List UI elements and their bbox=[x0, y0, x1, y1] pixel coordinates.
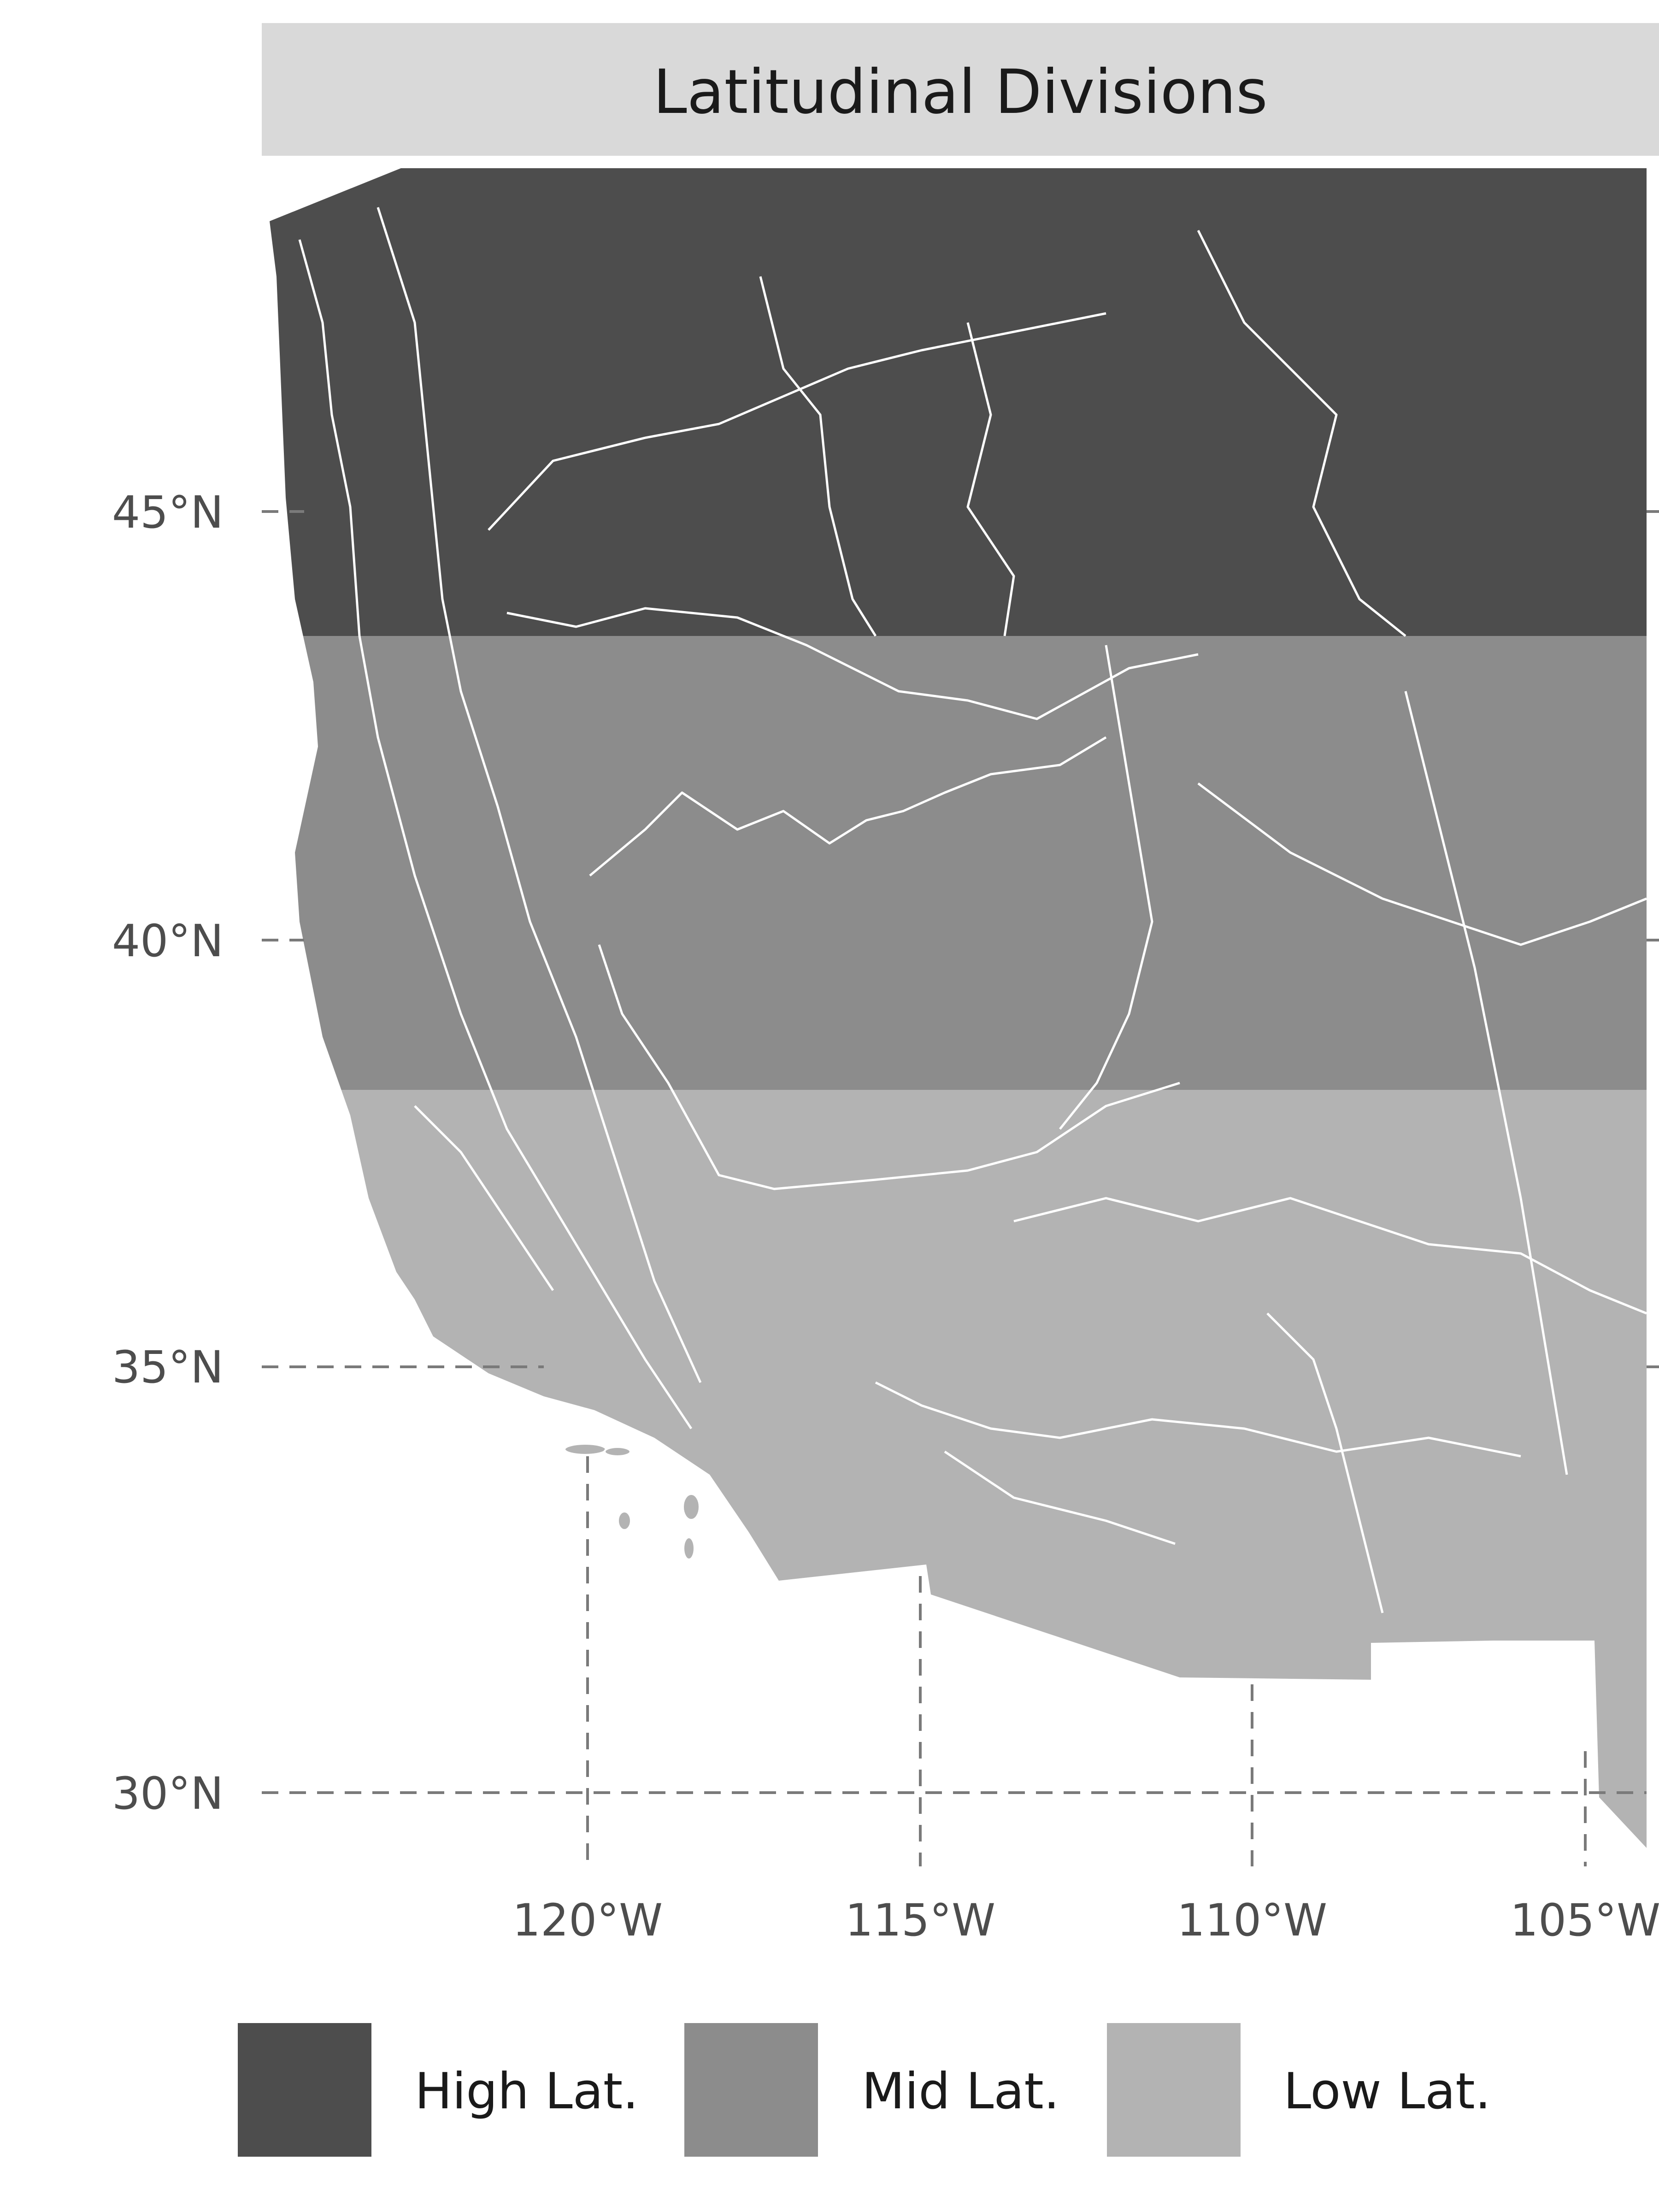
lon-tick-label: 120°W bbox=[512, 1894, 663, 1946]
mid-lat-band bbox=[270, 636, 1647, 1090]
legend-swatch-low bbox=[1107, 2023, 1241, 2157]
channel-islands bbox=[564, 1443, 700, 1560]
legend-label-mid: Mid Lat. bbox=[862, 2063, 1059, 2120]
panel-strip bbox=[262, 23, 1659, 156]
legend: High Lat. Mid Lat. Low Lat. bbox=[238, 2023, 1491, 2157]
lat-tick-label: 30°N bbox=[112, 1768, 224, 1819]
ecoregion-boundaries bbox=[298, 207, 1647, 1613]
lon-tick-labels: 120°W 115°W 110°W 105°W bbox=[512, 1894, 1659, 1946]
panel-title: Latitudinal Divisions bbox=[653, 57, 1268, 128]
graticule bbox=[262, 510, 1659, 1866]
lat-tick-label: 45°N bbox=[112, 487, 224, 538]
land-area bbox=[270, 168, 1647, 1848]
legend-label-high: High Lat. bbox=[415, 2063, 639, 2120]
legend-label-low: Low Lat. bbox=[1283, 2063, 1491, 2120]
lat-tick-label: 40°N bbox=[112, 915, 224, 967]
lon-tick-label: 115°W bbox=[845, 1894, 995, 1946]
legend-swatch-mid bbox=[684, 2023, 818, 2157]
legend-swatch-high bbox=[238, 2023, 371, 2157]
low-lat-band bbox=[270, 1090, 1647, 1848]
lat-tick-label: 35°N bbox=[112, 1341, 224, 1393]
lon-tick-label: 110°W bbox=[1177, 1894, 1327, 1946]
lon-tick-label: 105°W bbox=[1510, 1894, 1659, 1946]
lat-tick-labels: 45°N 40°N 35°N 30°N bbox=[112, 487, 224, 1819]
high-lat-band bbox=[270, 168, 1647, 636]
